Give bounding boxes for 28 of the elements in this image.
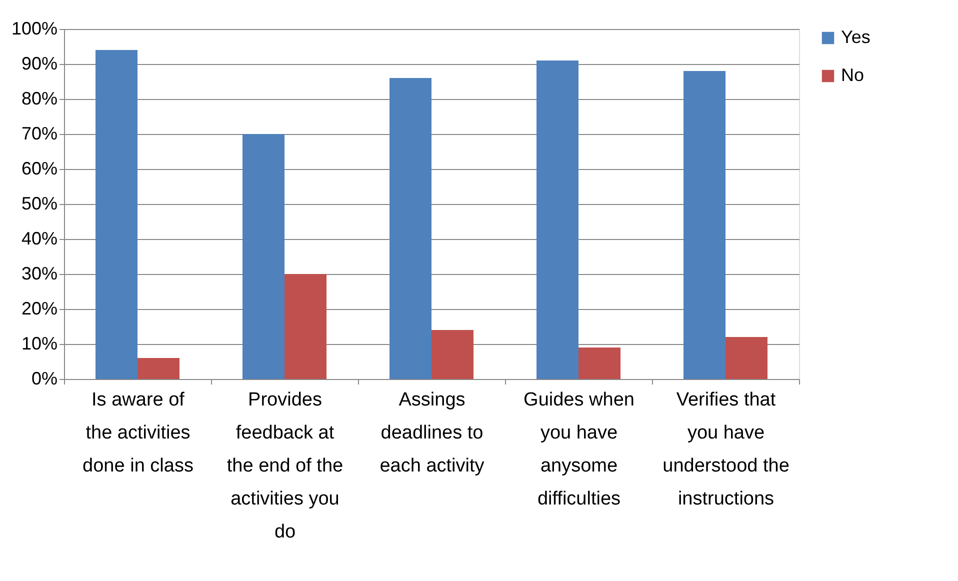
y-tick-label: 20% (21, 298, 58, 318)
x-tick-label: Verifies that you have understood the instructions (662, 390, 790, 510)
y-tick-label: 70% (21, 124, 58, 144)
legend-label: Yes (841, 27, 870, 47)
bar (432, 330, 474, 379)
bar (96, 50, 138, 379)
bar (536, 60, 578, 379)
y-tick-label: 50% (21, 194, 58, 214)
y-tick-label: 40% (21, 228, 58, 248)
y-tick-label: 90% (21, 54, 58, 74)
y-tick-label: 60% (21, 158, 58, 178)
x-tick-label: Provides feedback at the end of the activities you do (226, 390, 344, 542)
y-tick-label: 30% (21, 264, 58, 284)
bar (390, 78, 432, 379)
y-tick-label: 80% (21, 88, 58, 108)
bar (242, 134, 284, 379)
bar (578, 348, 620, 379)
bar (726, 337, 768, 379)
bar (284, 274, 326, 379)
bar (138, 358, 180, 379)
x-tick-label: Is aware of the activities done in class (82, 390, 194, 476)
x-tick-label: Guides when you have anysome difficulties (524, 390, 634, 510)
y-tick-label: 0% (31, 368, 58, 388)
y-tick-label: 10% (21, 334, 58, 354)
bar (684, 71, 726, 379)
x-tick-label: Assings deadlines to each activity (380, 390, 485, 476)
y-tick-label: 100% (11, 18, 58, 38)
legend-label: No (841, 65, 864, 85)
